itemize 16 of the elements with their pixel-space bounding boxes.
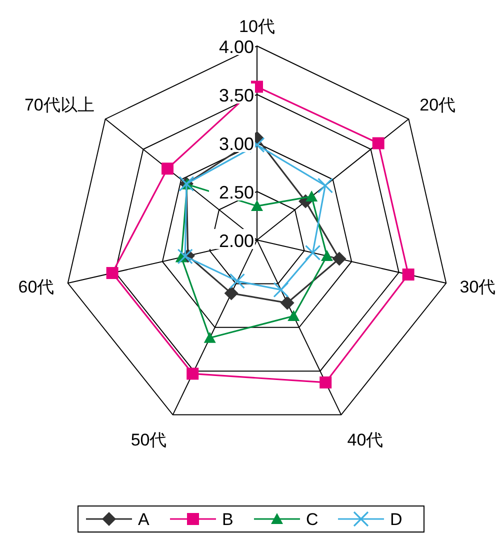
spoke-label: 10代 [239, 17, 275, 36]
spoke-label: 30代 [460, 277, 496, 296]
y-tick-label: 3.00 [218, 134, 254, 154]
y-tick-label: 3.50 [218, 86, 254, 106]
legend-label: A [138, 510, 150, 529]
spoke-label: 20代 [420, 95, 456, 114]
spoke-label: 50代 [130, 430, 167, 450]
legend-label: B [222, 510, 234, 529]
y-tick-label: 4.00 [218, 37, 254, 57]
spoke-label: 70代以上 [24, 95, 94, 114]
legend-label: D [390, 510, 402, 529]
spoke-label: 60代 [18, 277, 54, 296]
spoke-label: 40代 [347, 430, 384, 450]
y-tick-label: 2.50 [218, 182, 254, 202]
y-tick-label: 2.00 [218, 231, 254, 251]
legend-label: C [306, 510, 318, 529]
